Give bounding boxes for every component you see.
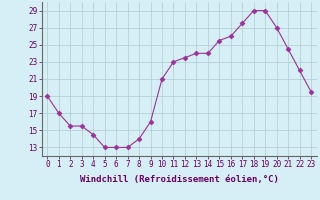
X-axis label: Windchill (Refroidissement éolien,°C): Windchill (Refroidissement éolien,°C) [80,175,279,184]
